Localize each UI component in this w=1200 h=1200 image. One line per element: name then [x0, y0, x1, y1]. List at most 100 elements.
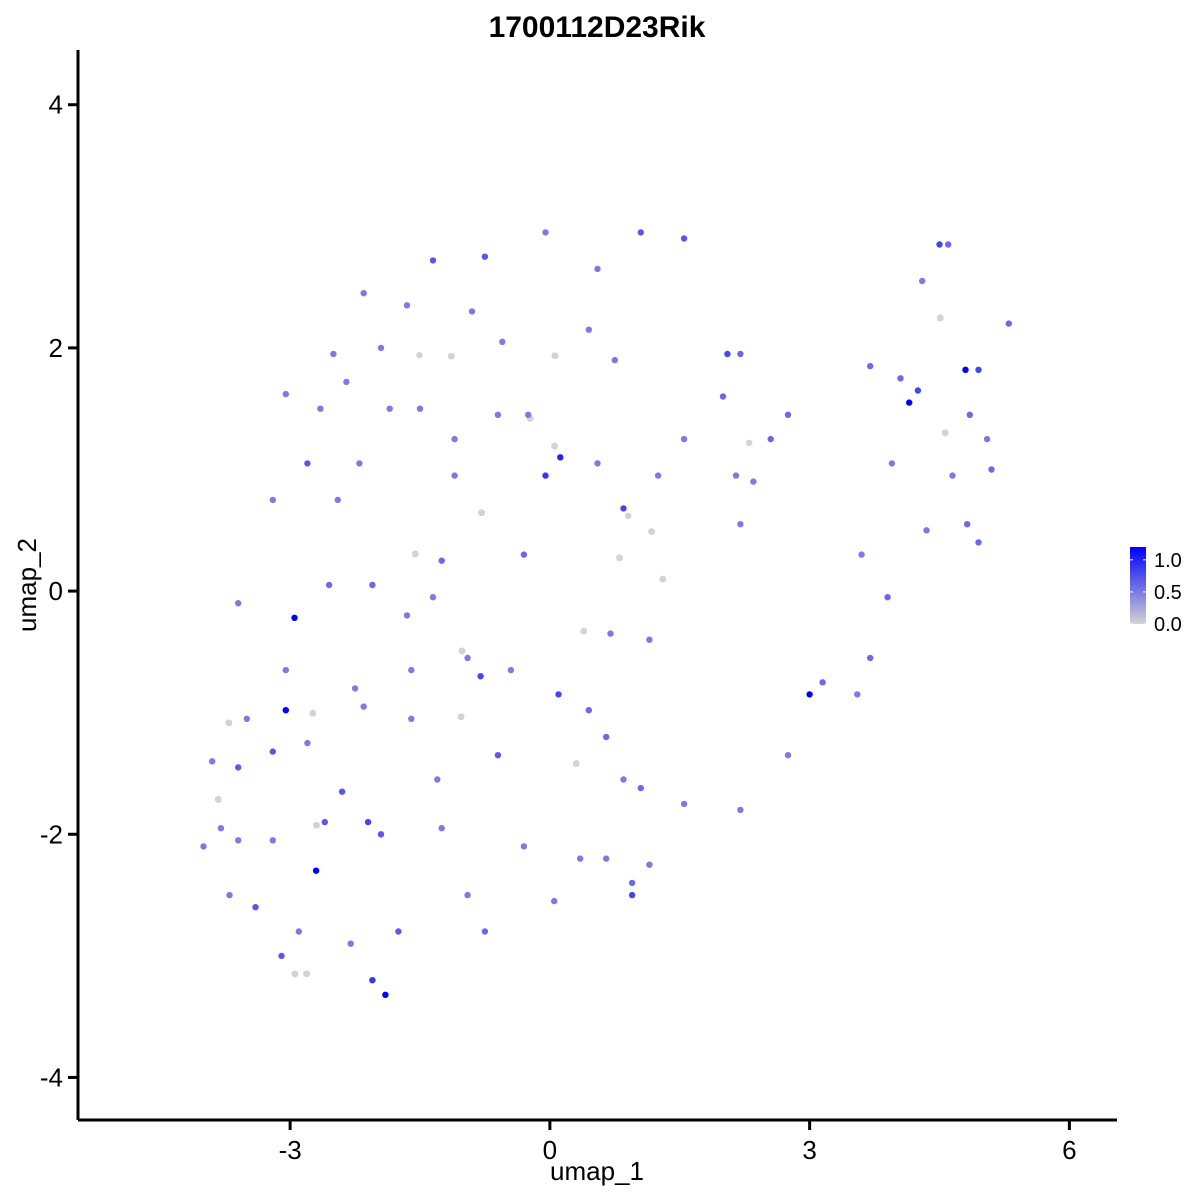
expressing-cell-point [312, 867, 320, 874]
y-tick-label: 0 [49, 576, 63, 606]
expressing-cell-point [235, 600, 242, 607]
x-axis-ticks: -3 0 3 6 [279, 1120, 1077, 1165]
expressing-cell-point [737, 521, 744, 528]
expressing-cell-point [949, 472, 956, 479]
expressing-cell-point [854, 691, 861, 698]
expressing-cell-point [477, 673, 484, 680]
cell-point [659, 575, 666, 583]
expressing-cell-point [867, 654, 874, 662]
x-axis-label: umap_1 [550, 1156, 644, 1186]
expressing-cell-point [334, 496, 341, 504]
expressing-cell-point [252, 904, 259, 911]
expressing-cell-point [481, 928, 489, 935]
expressing-cell-point [395, 928, 402, 935]
expressing-cell-point [975, 539, 982, 546]
expressing-cell-point [269, 496, 276, 504]
expressing-cell-point [858, 551, 865, 558]
expressing-cell-point [620, 776, 627, 783]
expressing-cell-point [945, 241, 952, 248]
expressing-cell-point [594, 265, 601, 273]
expressing-cell-point [737, 350, 744, 358]
expressing-cell-point [269, 837, 276, 844]
expressing-cell-point [884, 594, 891, 601]
expressing-cell-point [464, 654, 471, 662]
y-axis-ticks: -4 -2 0 2 4 [40, 90, 78, 1092]
expressing-cell-point [819, 679, 826, 686]
cell-point [225, 719, 233, 727]
expressing-cell-point [377, 831, 385, 838]
expressing-cell-point [295, 928, 302, 935]
expressing-cell-point [594, 460, 601, 467]
cell-point [573, 760, 580, 767]
cell-point [616, 554, 623, 561]
y-tick-label: 2 [49, 333, 63, 363]
color-legend: 1.0 0.5 0.0 [1130, 547, 1182, 636]
expressing-cell-point [732, 472, 740, 479]
expressing-cell-point [360, 290, 367, 297]
expressing-cell-point [867, 362, 874, 370]
expressing-cell-point [525, 411, 532, 418]
expressing-cell-point [356, 460, 363, 467]
expressing-cell-point [408, 666, 415, 674]
expressing-cell-point [235, 764, 242, 771]
expressing-cell-point [767, 435, 774, 443]
expressing-cell-point [680, 235, 688, 242]
expressing-cell-point [628, 891, 636, 899]
y-tick-label: -2 [40, 819, 63, 849]
expressing-cell-point [304, 460, 311, 467]
expressing-cell-point [464, 891, 471, 899]
expressing-cell-point [646, 861, 653, 868]
cell-point [448, 353, 455, 360]
expressing-cell-point [317, 405, 324, 412]
expressing-cell-point [680, 435, 688, 443]
expressing-cell-point [269, 748, 276, 755]
cell-point [303, 970, 310, 977]
expressing-cell-point [806, 691, 813, 698]
expressing-cell-point [988, 466, 995, 473]
expressing-cell-point [585, 707, 592, 714]
expressing-cell-point [923, 527, 930, 534]
points-layer [200, 229, 1012, 998]
expressing-cell-point [343, 378, 350, 386]
expressing-cell-point [737, 806, 744, 814]
expressing-cell-point [555, 691, 562, 698]
expressing-cell-point [784, 752, 792, 759]
expressing-cell-point [325, 581, 333, 589]
x-tick-label: 3 [802, 1135, 816, 1165]
expressing-cell-point [226, 891, 233, 899]
expressing-cell-point [429, 594, 437, 601]
expressing-cell-point [962, 366, 969, 373]
cell-point [937, 314, 944, 322]
expressing-cell-point [347, 940, 354, 947]
cell-point [412, 550, 419, 558]
cell-point [551, 442, 558, 450]
chart-title: 1700112D23Rik [489, 11, 706, 44]
expressing-cell-point [646, 636, 653, 643]
legend-color-bar [1130, 547, 1146, 624]
expressing-cell-point [291, 614, 298, 621]
expressing-cell-point [494, 752, 502, 759]
expressing-cell-point [304, 739, 311, 747]
legend-tick-label: 1.0 [1154, 550, 1182, 572]
expressing-cell-point [278, 952, 285, 960]
expressing-cell-point [330, 350, 337, 358]
expressing-cell-point [603, 855, 610, 862]
cell-point [648, 528, 655, 535]
expressing-cell-point [719, 393, 727, 400]
expressing-cell-point [321, 818, 328, 826]
expressing-cell-point [888, 460, 896, 467]
expressing-cell-point [468, 308, 476, 315]
cell-point [551, 352, 559, 359]
expressing-cell-point [551, 897, 558, 905]
expressing-cell-point [964, 521, 971, 528]
expressing-cell-point [542, 472, 549, 479]
x-tick-label: -3 [279, 1135, 302, 1165]
cell-point [416, 351, 423, 359]
cell-point [313, 822, 320, 829]
expressing-cell-point [282, 707, 289, 714]
expressing-cell-point [416, 405, 424, 412]
legend-tick-label: 0.0 [1154, 614, 1182, 636]
expressing-cell-point [451, 472, 458, 479]
expressing-cell-point [520, 551, 528, 558]
